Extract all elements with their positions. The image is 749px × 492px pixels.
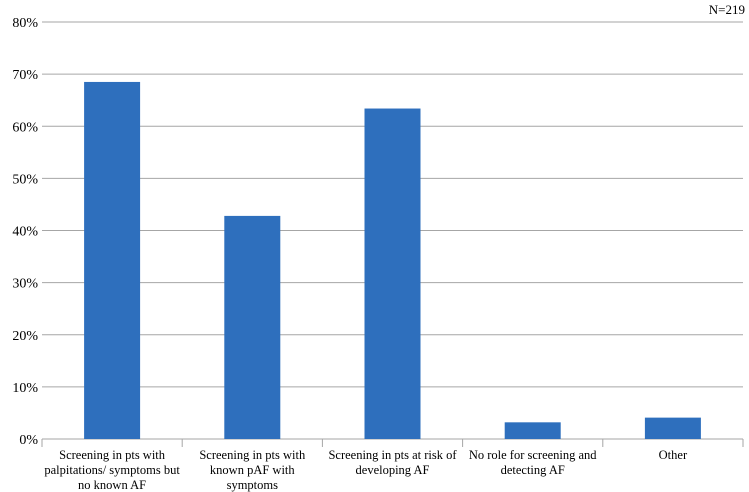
bar xyxy=(84,81,141,439)
x-category-label: Screening in pts at risk of developing AF xyxy=(328,448,457,477)
x-axis-category-labels: Screening in pts with palpitations/ sympt… xyxy=(44,448,688,492)
x-category-label: Other xyxy=(659,448,688,462)
y-tick-label: 30% xyxy=(12,277,38,292)
y-axis-tick-labels: 0% 10% 20% 30% 40% 50% 60% 70% 80% xyxy=(12,16,38,448)
bar xyxy=(644,417,701,439)
bars xyxy=(84,81,701,439)
y-tick-label: 60% xyxy=(12,120,38,135)
bar xyxy=(364,108,421,439)
x-category-label: Screening in pts with known pAF with sympt… xyxy=(199,448,306,492)
bar xyxy=(504,422,561,439)
y-tick-label: 40% xyxy=(12,225,38,240)
y-tick-label: 0% xyxy=(19,433,38,448)
sample-size-annotation: N=219 xyxy=(709,2,745,17)
y-tick-label: 50% xyxy=(12,172,38,187)
x-category-label: Screening in pts with palpitations/ sympt… xyxy=(44,448,180,492)
y-tick-label: 80% xyxy=(12,16,38,31)
y-tick-label: 10% xyxy=(12,381,38,396)
x-category-label: No role for screening and detecting AF xyxy=(469,448,597,477)
bar xyxy=(224,215,281,439)
y-tick-label: 20% xyxy=(12,329,38,344)
y-tick-label: 70% xyxy=(12,68,38,83)
